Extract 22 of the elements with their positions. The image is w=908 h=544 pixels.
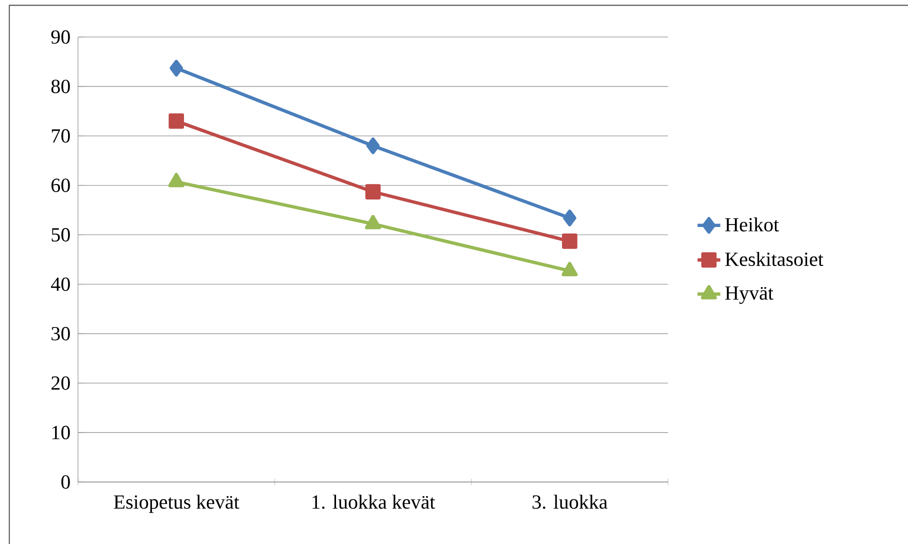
point (365, 184, 381, 200)
y-tick-label: 10 (52, 426, 70, 440)
y-tick-label: 70 (52, 129, 70, 143)
y-tick-label: 80 (51, 80, 70, 94)
y-tick-label: 50 (52, 228, 70, 242)
legend-label: Hyvät (725, 286, 774, 304)
y-tick-label: 90 (51, 30, 70, 44)
x-tick-label: 1. luokka kevät (312, 494, 436, 509)
legend-label: Keskitasoiet (725, 252, 824, 266)
point (170, 60, 184, 76)
x-tick-label: Esiopetus kevät (114, 494, 240, 513)
point (563, 210, 576, 226)
x-tick-label: 3. luokka (532, 494, 608, 509)
point (562, 234, 578, 249)
y-tick-label: 20 (52, 376, 70, 390)
y-tick-label: 60 (51, 178, 70, 192)
point (168, 113, 184, 129)
point (366, 137, 380, 154)
y-tick-label: 30 (52, 326, 70, 340)
y-tick-label: 0 (61, 475, 70, 489)
legend-label: Heikot (725, 217, 779, 232)
y-tick-label: 40 (51, 277, 70, 291)
